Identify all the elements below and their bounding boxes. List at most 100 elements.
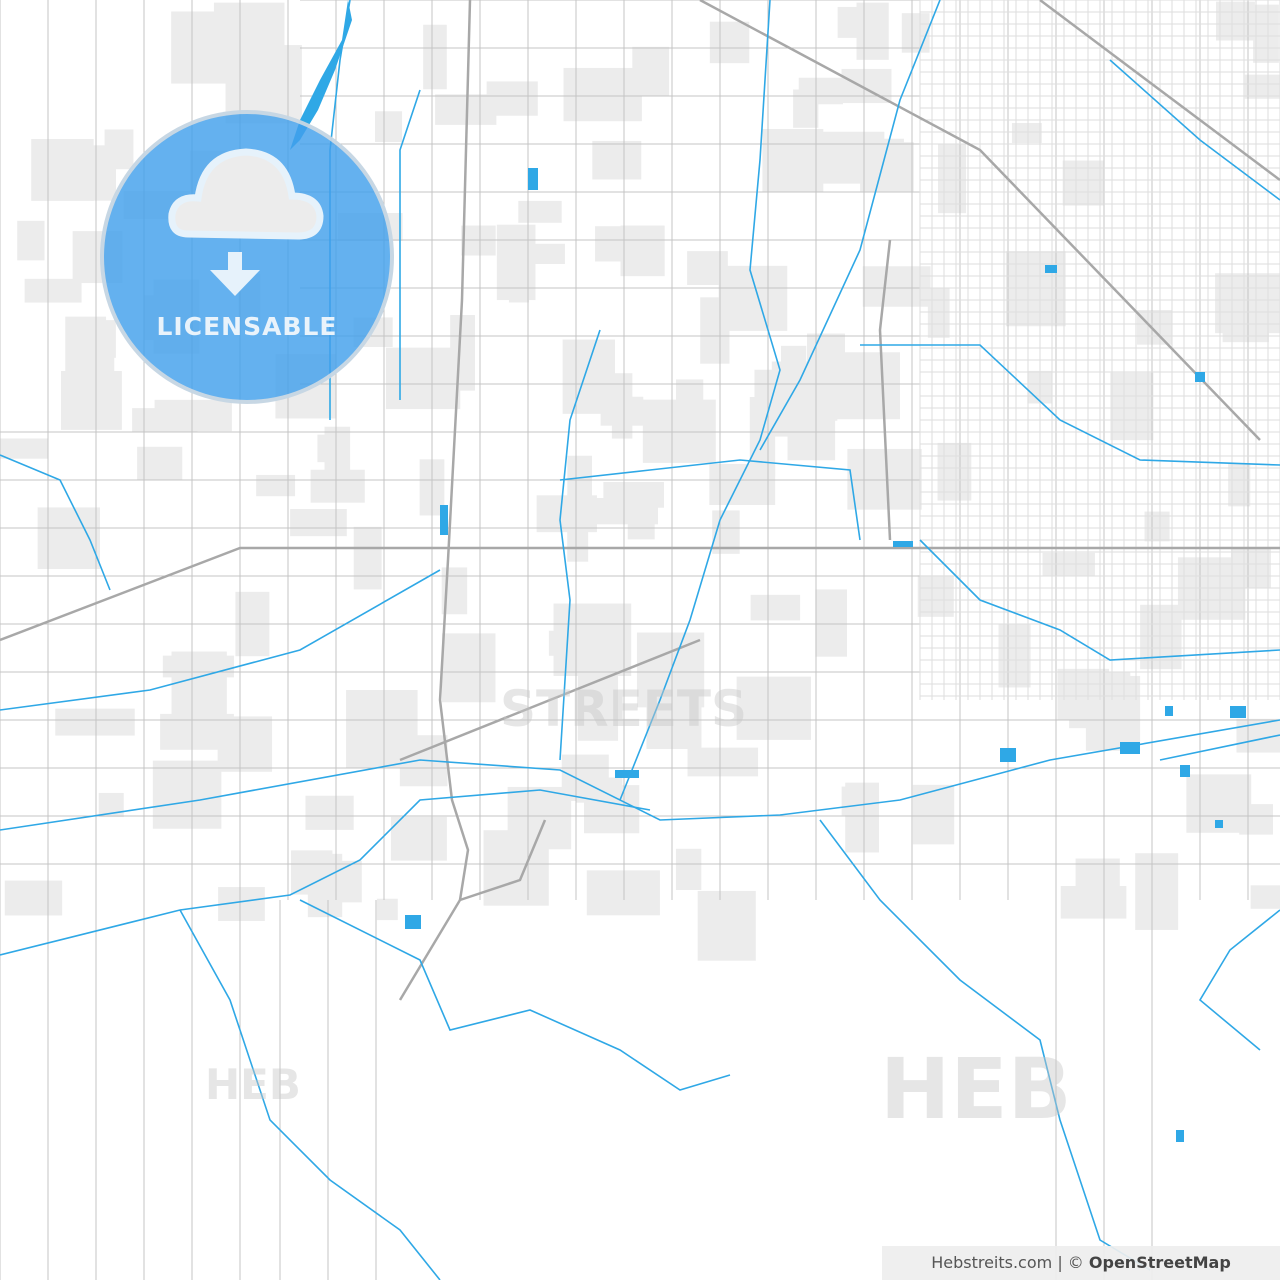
urban-block: [290, 509, 347, 537]
urban-block: [90, 145, 116, 201]
urban-block: [256, 474, 296, 497]
urban-block: [998, 623, 1031, 688]
urban-block: [55, 708, 135, 736]
urban-block: [642, 399, 716, 463]
urban-block: [423, 24, 447, 90]
urban-block: [1110, 372, 1154, 441]
urban-block: [548, 630, 615, 656]
urban-block: [912, 784, 955, 845]
urban-block: [317, 434, 342, 463]
urban-block: [709, 21, 750, 64]
urban-block: [17, 220, 45, 261]
urban-block: [709, 463, 776, 505]
urban-block: [1250, 885, 1280, 909]
urban-block: [793, 89, 819, 128]
major-highways: [0, 0, 1280, 1001]
urban-block: [1228, 462, 1251, 507]
urban-block: [1137, 310, 1172, 345]
lakes-ponds: [405, 168, 1246, 1142]
urban-block: [1062, 160, 1104, 206]
urban-block: [171, 11, 236, 84]
urban-block: [518, 200, 562, 223]
urban-block: [917, 575, 954, 617]
urban-block: [600, 396, 644, 426]
urban-block: [841, 786, 875, 816]
urban-block: [1005, 251, 1066, 327]
urban-block: [675, 848, 702, 890]
urban-block: [736, 676, 811, 740]
urban-block: [750, 594, 801, 621]
urban-block: [65, 316, 107, 396]
urban-block: [1215, 1, 1255, 41]
badge-label: LICENSABLE: [156, 312, 338, 341]
urban-block: [697, 890, 756, 961]
urban-block: [577, 664, 619, 741]
urban-block: [0, 438, 48, 459]
urban-block: [341, 860, 362, 903]
urban-block: [1011, 122, 1042, 144]
urban-block: [1230, 548, 1271, 589]
urban-block: [787, 388, 836, 461]
map-attribution: Hebstreits.com | © OpenStreetMap contrib…: [882, 1246, 1280, 1280]
attribution-separator: | ©: [1052, 1253, 1089, 1272]
urban-block: [4, 880, 63, 916]
licensable-badge[interactable]: LICENSABLE: [100, 110, 394, 404]
urban-block: [837, 6, 859, 38]
urban-block: [137, 446, 183, 481]
urban-block: [171, 651, 227, 730]
urban-block: [646, 682, 702, 749]
urban-block: [1144, 511, 1170, 542]
attribution-site-link[interactable]: Hebstreits.com: [931, 1253, 1053, 1272]
cloud-download-icon: [168, 148, 324, 296]
urban-block: [811, 356, 882, 383]
urban-block: [353, 526, 382, 590]
urban-block: [592, 140, 642, 180]
urban-block: [507, 786, 572, 850]
urban-block: [509, 243, 565, 264]
urban-block: [1135, 853, 1179, 930]
urban-block: [375, 111, 403, 143]
urban-block: [24, 278, 82, 303]
urban-block: [291, 850, 333, 895]
urban-block: [1244, 74, 1280, 99]
urban-block: [856, 2, 889, 60]
urban-block: [390, 816, 447, 861]
osm-link[interactable]: OpenStreetMap: [1088, 1253, 1231, 1272]
urban-block: [441, 633, 496, 703]
urban-block: [461, 225, 496, 256]
urban-block: [927, 287, 950, 338]
urban-block: [1239, 804, 1273, 835]
urban-block: [595, 226, 662, 262]
urban-block: [586, 870, 660, 916]
urban-block: [781, 345, 807, 375]
urban-block: [563, 67, 642, 122]
urban-block: [376, 898, 398, 921]
reservoir: [290, 0, 352, 150]
urban-block: [31, 139, 94, 201]
watermark: HEB: [205, 1060, 301, 1109]
urban-block: [37, 507, 100, 569]
urban-block: [718, 265, 788, 331]
urban-block: [809, 131, 885, 184]
urban-block: [687, 747, 759, 777]
urban-block: [217, 716, 273, 772]
urban-block: [937, 442, 972, 501]
urban-block: [815, 589, 847, 657]
urban-block: [862, 266, 931, 307]
urban-block: [305, 795, 354, 830]
watermark: STREETS: [500, 680, 748, 738]
urban-block: [603, 482, 664, 508]
urban-block: [1075, 858, 1120, 909]
urban-block: [152, 760, 222, 829]
urban-block: [132, 408, 198, 433]
urban-block: [847, 448, 922, 510]
watermark: HEB: [880, 1040, 1072, 1138]
urban-block: [385, 347, 461, 410]
urban-block: [1253, 4, 1279, 63]
urban-block: [938, 144, 967, 214]
urban-block: [901, 13, 930, 53]
